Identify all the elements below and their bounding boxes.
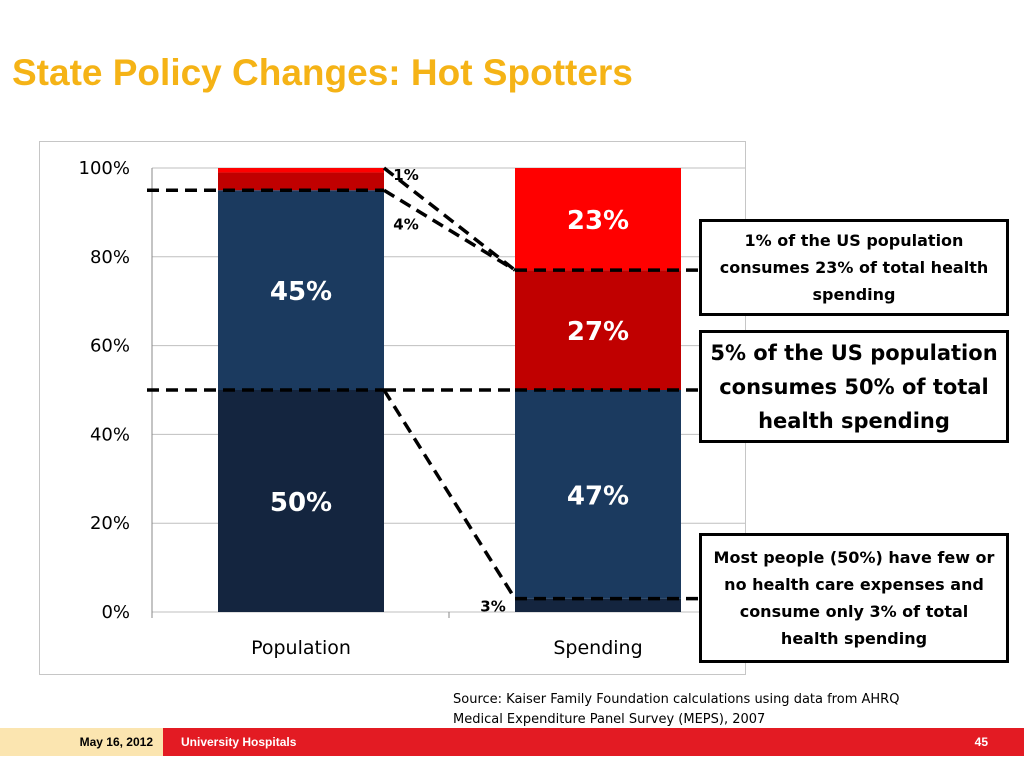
footer: May 16, 2012 University Hospitals 45 [0,728,1024,756]
y-tick-label: 40% [90,424,130,445]
data-label: 45% [270,277,332,307]
slide-title: State Policy Changes: Hot Spotters [12,52,633,93]
bar-segment-spending-2 [515,270,681,390]
callout-middle: 5% of the US population consumes 50% of … [699,330,1009,443]
connector-line [382,389,517,600]
bar-segment-spending-0 [515,598,681,612]
bar-segment-spending-1 [515,390,681,599]
bar-segment-spending-3 [515,168,681,271]
data-label: 1% [393,166,418,184]
data-label: 50% [270,488,332,518]
footer-bar: University Hospitals 45 [163,728,1024,756]
y-tick-label: 100% [79,158,130,179]
y-tick-label: 80% [90,247,130,268]
bar-segment-population-2 [218,172,384,191]
footer-organization: University Hospitals [181,735,297,749]
callout-bottom: Most people (50%) have few or no health … [699,533,1009,663]
source-line-1: Source: Kaiser Family Foundation calcula… [453,692,900,707]
bar-segment-population-3 [218,168,384,173]
x-tick-label: Spending [553,637,642,659]
source-line-2: Medical Expenditure Panel Survey (MEPS),… [453,712,766,727]
data-label: 47% [567,481,629,511]
data-label: 3% [480,597,505,615]
footer-date: May 16, 2012 [0,728,163,756]
connector-line [383,188,516,272]
source-note: Source: Kaiser Family Foundation calcula… [453,690,899,730]
data-label: 4% [393,215,418,233]
page-number: 45 [974,735,988,749]
data-label: 27% [567,317,629,347]
callout-top: 1% of the US population consumes 23% of … [699,219,1009,316]
connector-line [382,166,517,272]
y-tick-label: 0% [101,602,130,623]
y-tick-label: 60% [90,336,130,357]
data-label: 23% [567,206,629,236]
bar-segment-population-0 [218,390,384,612]
y-tick-label: 20% [90,513,130,534]
bar-segment-population-1 [218,190,384,390]
x-tick-label: Population [251,637,351,659]
